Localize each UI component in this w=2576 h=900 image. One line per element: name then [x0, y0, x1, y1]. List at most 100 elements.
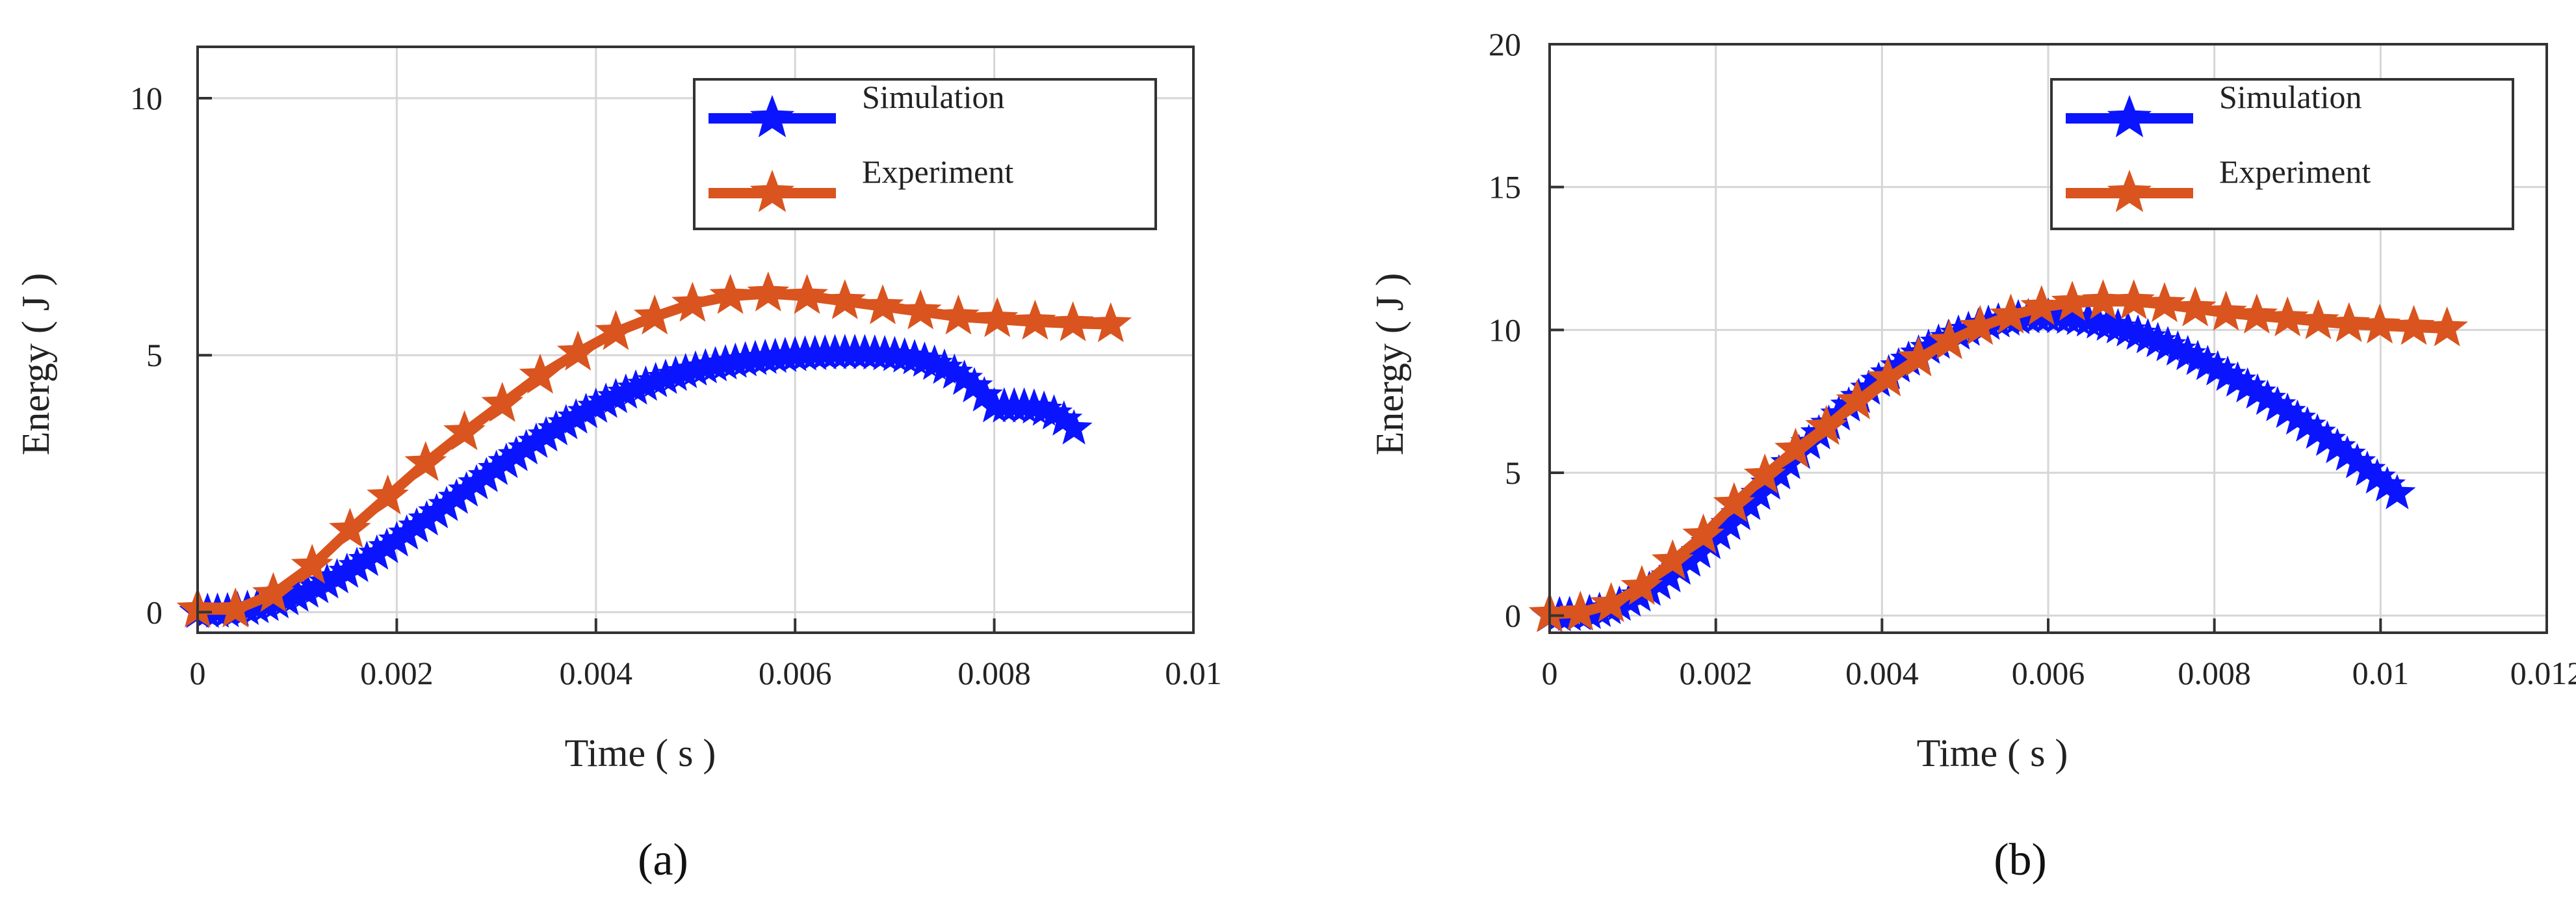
x-tick-label: 0.006 [759, 655, 832, 691]
data-point-experiment [2266, 296, 2309, 337]
axes-frame [196, 46, 1195, 634]
data-point-experiment [1897, 336, 1940, 377]
data-point-simulation [597, 378, 634, 414]
data-point-simulation [647, 358, 684, 394]
data-point-experiment [556, 330, 599, 371]
data-point-simulation [1035, 394, 1073, 430]
data-point-experiment [519, 353, 562, 394]
data-point-experiment [1775, 427, 1817, 468]
data-point-simulation [298, 568, 336, 603]
data-point-experiment [252, 572, 294, 613]
x-tick-label: 0.002 [1679, 655, 1752, 691]
data-point-experiment [2205, 291, 2247, 331]
data-point-simulation [388, 514, 426, 550]
x-tick-label: 0.008 [2178, 655, 2251, 691]
data-point-experiment [1836, 379, 1879, 419]
data-point-experiment [824, 279, 866, 319]
data-point-experiment [633, 294, 676, 335]
data-point-simulation [278, 576, 316, 612]
data-point-experiment [709, 274, 751, 314]
data-point-simulation [2369, 466, 2406, 501]
x-tick-label: 0.002 [360, 655, 434, 691]
x-axis-label: Time ( s ) [1917, 732, 2068, 774]
data-point-simulation [2259, 386, 2296, 421]
x-tick-label: 0.004 [560, 655, 633, 691]
data-point-experiment [2426, 306, 2468, 347]
y-axis-label: Energy ( J ) [14, 273, 57, 456]
data-point-experiment [329, 507, 371, 548]
y-tick-label: 10 [130, 80, 163, 116]
data-point-simulation [547, 404, 585, 440]
data-point-experiment [1682, 513, 1724, 554]
data-point-experiment [1958, 304, 2001, 345]
data-point-experiment [595, 310, 637, 351]
data-point-simulation [538, 410, 575, 445]
data-point-simulation [517, 422, 555, 458]
data-point-experiment [747, 271, 790, 311]
legend-label-simulation: Simulation [2219, 79, 2361, 115]
data-point-simulation [2209, 355, 2246, 391]
data-point-experiment [2113, 279, 2155, 319]
x-axis-label: Time ( s ) [565, 732, 716, 774]
data-point-simulation [577, 387, 615, 423]
data-point-experiment [1559, 590, 1602, 631]
data-point-experiment [1590, 582, 1632, 622]
data-point-simulation [2229, 367, 2267, 403]
data-point-simulation [458, 464, 495, 499]
data-point-experiment [1089, 302, 1132, 343]
data-point-simulation [348, 540, 385, 576]
data-point-experiment [976, 297, 1019, 338]
x-tick-label: 0.004 [1845, 655, 1919, 691]
data-point-experiment [1651, 539, 1694, 579]
data-point-experiment [1620, 564, 1663, 605]
data-point-simulation [2189, 345, 2226, 380]
data-point-experiment [2143, 282, 2186, 323]
data-point-simulation [956, 367, 993, 403]
data-point-simulation [1910, 328, 1947, 364]
data-point-simulation [2358, 458, 2396, 494]
data-point-experiment [899, 289, 942, 330]
data-point-simulation [398, 507, 436, 543]
data-point-experiment [2235, 293, 2278, 334]
data-point-simulation [2289, 406, 2326, 442]
data-point-simulation [965, 376, 1003, 412]
data-point-experiment [937, 294, 980, 335]
data-point-simulation [2199, 350, 2237, 386]
legend-marker-experiment [749, 170, 795, 213]
legend-marker-simulation [2107, 95, 2152, 138]
data-point-simulation [2298, 413, 2336, 449]
legend-label-experiment: Experiment [2219, 153, 2371, 190]
data-point-experiment [1990, 293, 2032, 334]
x-tick-label: 0.008 [957, 655, 1031, 691]
legend-marker-simulation [749, 95, 795, 138]
data-point-experiment [367, 474, 409, 515]
y-tick-label: 0 [146, 594, 163, 630]
data-point-simulation [2378, 473, 2416, 510]
panel-a: (a) 0 0.002 0.004 0.006 0.008 0.01 0 5 10 Time ( … [14, 46, 1222, 885]
data-point-experiment [443, 410, 486, 451]
data-point-simulation [478, 449, 515, 485]
data-point-simulation [2328, 435, 2366, 471]
data-point-experiment [481, 382, 524, 422]
data-point-simulation [418, 493, 456, 529]
data-point-experiment [2328, 302, 2371, 342]
data-point-simulation [358, 534, 396, 570]
data-point-simulation [1055, 409, 1093, 445]
data-point-simulation [378, 521, 415, 557]
legend-label-experiment: Experiment [862, 153, 1013, 190]
panel-a-label: (a) [638, 835, 688, 885]
data-point-simulation [657, 355, 694, 391]
data-point-experiment [861, 284, 904, 324]
data-point-simulation [338, 546, 376, 583]
data-point-experiment [1866, 356, 1909, 397]
x-tick-label: 0.01 [2352, 655, 2410, 691]
y-tick-label: 20 [1489, 26, 1521, 62]
data-point-simulation [607, 373, 645, 409]
y-tick-label: 15 [1489, 169, 1521, 205]
y-tick-label: 0 [1505, 598, 1521, 634]
x-tick-label: 0 [1542, 655, 1558, 691]
data-point-simulation [617, 369, 655, 405]
data-point-simulation [926, 348, 963, 384]
data-point-simulation [1730, 484, 1768, 520]
